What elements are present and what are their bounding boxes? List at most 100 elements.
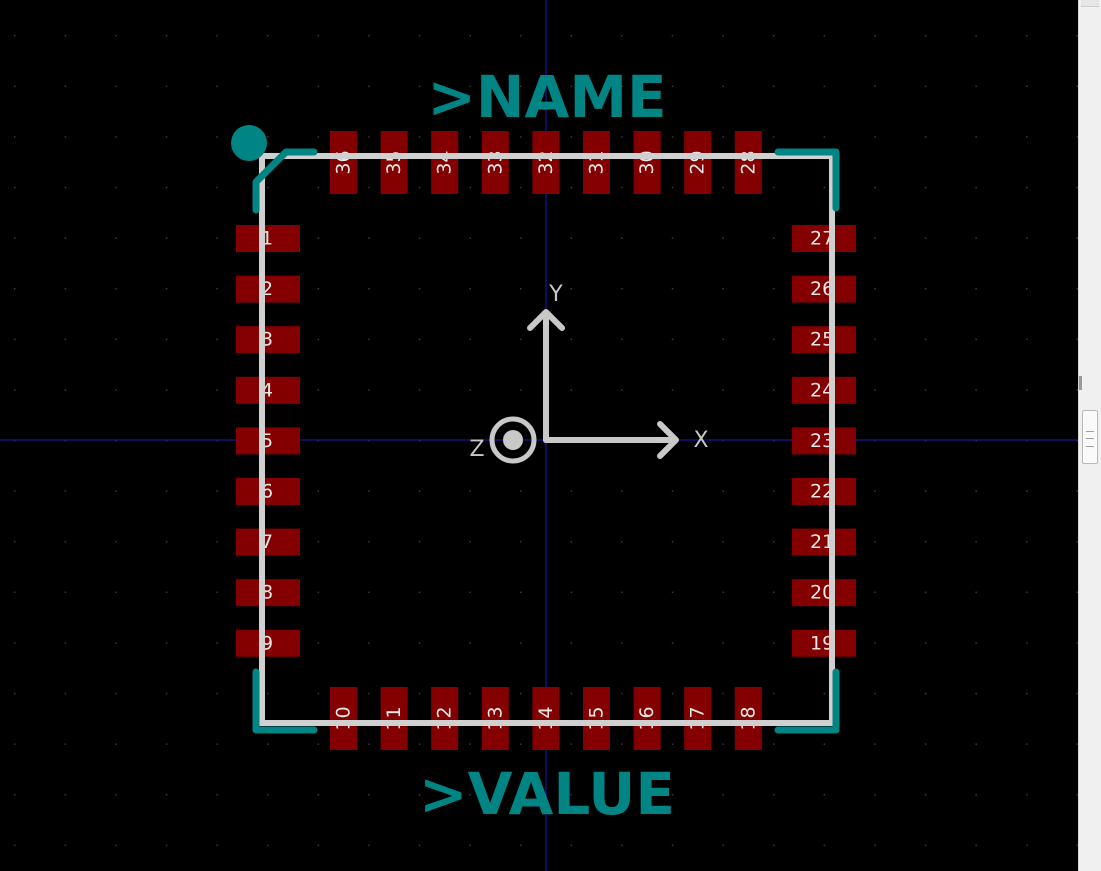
pad-36[interactable] (330, 131, 357, 194)
value-field-text[interactable]: >VALUE (419, 760, 675, 828)
grid-dot (671, 186, 674, 189)
pad-28[interactable] (734, 131, 762, 194)
pad-6[interactable] (236, 478, 300, 505)
pad-31[interactable] (583, 131, 610, 194)
grid-dot (418, 844, 421, 847)
pad-22[interactable] (792, 478, 856, 505)
pad-19[interactable] (792, 629, 856, 657)
grid-dot (1076, 237, 1078, 239)
pad-15[interactable] (583, 687, 610, 750)
pad-14[interactable] (532, 687, 560, 750)
pad-18[interactable] (734, 687, 762, 750)
axis-label-y: Y (548, 282, 563, 307)
grid-dot (469, 692, 471, 695)
pad-13[interactable] (481, 687, 509, 750)
grid-dot (418, 794, 421, 796)
vertical-scrollbar[interactable] (1078, 0, 1101, 871)
pad-7[interactable] (236, 528, 300, 556)
grid-dot (368, 85, 370, 88)
grid-dot (165, 642, 168, 644)
grid-dot (924, 186, 927, 189)
pad-33[interactable] (481, 131, 509, 194)
pad-2[interactable] (236, 275, 300, 303)
grid-dot (14, 642, 16, 644)
pad-30[interactable] (633, 131, 661, 194)
grid-dot (165, 35, 168, 37)
grid-dot (722, 844, 724, 847)
grid-dot (823, 136, 826, 138)
pad-10[interactable] (330, 687, 357, 750)
grid-dot (64, 794, 67, 796)
pad-35[interactable] (380, 131, 408, 194)
package-body-outline[interactable] (259, 153, 835, 726)
pad-12[interactable] (431, 687, 459, 750)
grid-dot (874, 237, 876, 239)
grid-dot (671, 237, 674, 239)
grid-dot (924, 591, 927, 594)
pad-20[interactable] (792, 579, 856, 607)
grid-dot (267, 186, 269, 189)
grid-dot (570, 85, 573, 88)
scroll-grip-icon (1086, 431, 1094, 447)
pad-1[interactable] (236, 225, 300, 252)
grid-dot (1026, 490, 1028, 492)
grid-dot (722, 288, 724, 290)
pad-17[interactable] (684, 687, 712, 750)
pad-9[interactable] (236, 629, 300, 657)
grid-dot (216, 490, 218, 492)
grid-dot (874, 794, 876, 796)
grid-dot (469, 541, 471, 543)
pad-26[interactable] (792, 275, 856, 303)
scroll-up-arrow[interactable] (1081, 0, 1099, 7)
pad-25[interactable] (792, 326, 856, 354)
pad-29[interactable] (684, 131, 712, 194)
pad-16[interactable] (633, 687, 661, 750)
grid-dot (469, 642, 471, 644)
grid-dot (773, 439, 775, 442)
grid-dot (722, 237, 724, 239)
grid-dot (924, 794, 927, 796)
pad-3[interactable] (236, 326, 300, 354)
grid-dot (722, 439, 724, 442)
grid-dot (368, 743, 370, 745)
grid-dot (165, 439, 168, 442)
scroll-thumb[interactable] (1082, 410, 1098, 464)
pad-34[interactable] (431, 131, 459, 194)
grid-dot (975, 439, 977, 442)
grid-dot (1026, 642, 1028, 644)
pad-27[interactable] (792, 225, 856, 252)
grid-dot (621, 338, 623, 341)
grid-dot (1076, 844, 1078, 847)
pad-4[interactable] (236, 376, 300, 404)
grid-dot (975, 490, 977, 492)
grid-dot (671, 490, 674, 492)
grid-dot (722, 794, 724, 796)
grid-dot (368, 136, 370, 138)
pad-21[interactable] (792, 528, 856, 556)
grid-dot (1026, 692, 1028, 695)
grid-dot (671, 389, 674, 391)
pad-24[interactable] (792, 376, 856, 404)
pad-5[interactable] (236, 427, 300, 455)
pad-11[interactable] (380, 687, 408, 750)
pad-label-23: 23 (810, 430, 834, 452)
grid-dot (368, 490, 370, 492)
pad-8[interactable] (236, 579, 300, 607)
grid-dot (671, 338, 674, 341)
grid-dot (1026, 136, 1028, 138)
grid-dot (520, 186, 522, 189)
grid-dot (14, 237, 16, 239)
pad-32[interactable] (532, 131, 560, 194)
grid-dot (418, 490, 421, 492)
grid-dot (722, 186, 724, 189)
pad-label-21: 21 (810, 531, 834, 553)
pad-label-22: 22 (810, 481, 834, 503)
name-field-text[interactable]: >NAME (427, 63, 666, 131)
grid-dot (621, 389, 623, 391)
grid-dot (1026, 237, 1028, 239)
pad-label-13: 13 (484, 706, 506, 730)
pad-23[interactable] (792, 427, 856, 455)
grid-dot (671, 692, 674, 695)
